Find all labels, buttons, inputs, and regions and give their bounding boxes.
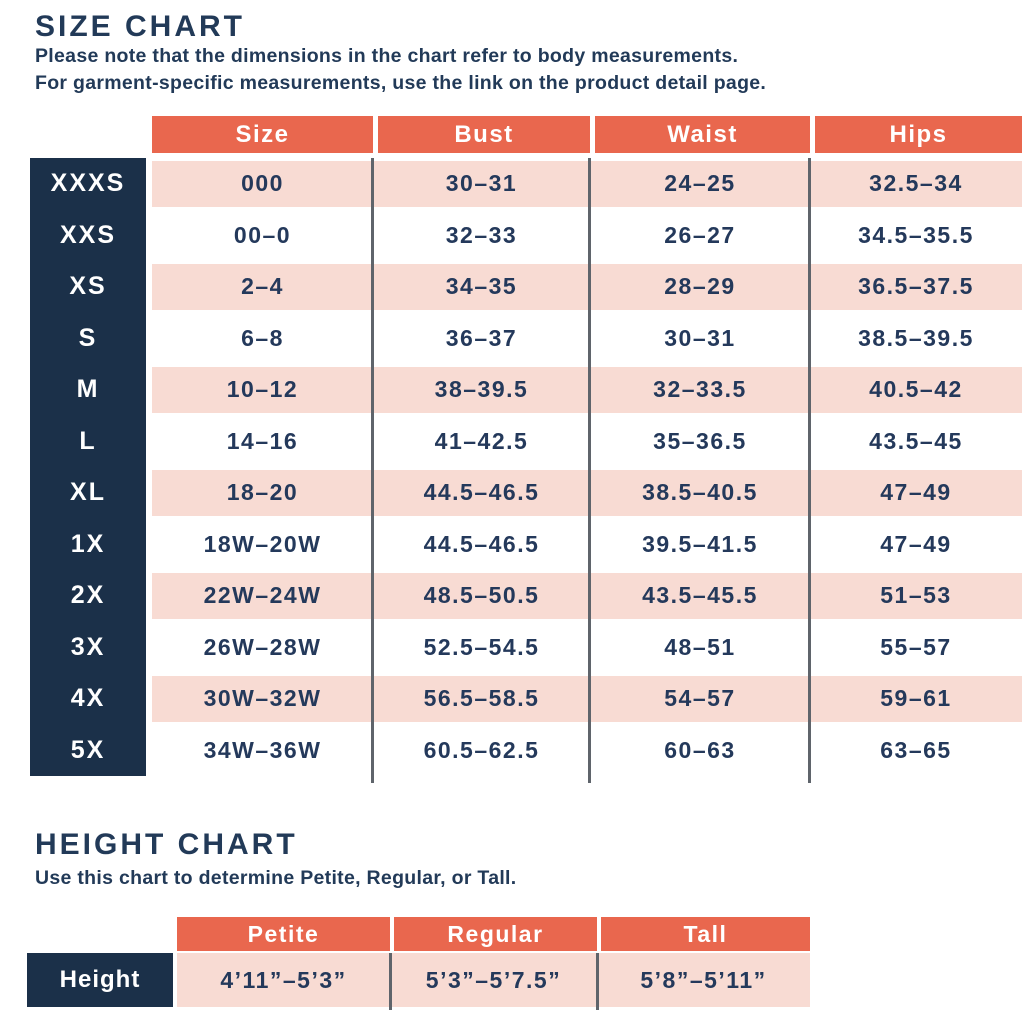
column-header-regular: Regular <box>390 917 597 951</box>
column-header-waist: Waist <box>590 116 810 153</box>
bust-cell: 52.5–54.5 <box>423 633 540 660</box>
size-chart-note: Please note that the dimensions in the c… <box>35 43 766 97</box>
row-label-5x: 5X <box>30 724 146 776</box>
row-label-m: M <box>30 364 146 416</box>
waist-cell: 24–25 <box>590 158 810 210</box>
hips-cell: 47–49 <box>810 467 1022 519</box>
row-label-3x: 3X <box>30 621 146 673</box>
height-petite-cell: 4’11”–5’3” <box>177 953 390 1007</box>
hips-cell: 43.5–45 <box>869 427 963 454</box>
size-cell: 34W–36W <box>203 736 322 763</box>
bust-cell: 38–39.5 <box>373 364 590 416</box>
hips-cell: 47–49 <box>880 530 952 557</box>
waist-cell: 43.5–45.5 <box>590 570 810 622</box>
height-regular-cell: 5’3”–5’7.5” <box>390 953 597 1007</box>
hips-cell: 38.5–39.5 <box>858 324 974 351</box>
column-divider <box>596 953 599 1010</box>
size-cell: 30W–32W <box>152 673 373 725</box>
height-chart-title: HEIGHT CHART <box>35 828 298 861</box>
waist-cell: 32–33.5 <box>590 364 810 416</box>
column-header-petite: Petite <box>177 917 390 951</box>
row-label-height: Height <box>27 953 173 1007</box>
hips-cell: 59–61 <box>810 673 1022 725</box>
waist-cell: 35–36.5 <box>653 427 747 454</box>
size-chart-note-line-2: For garment-specific measurements, use t… <box>35 72 767 94</box>
column-header-tall: Tall <box>597 917 810 951</box>
bust-cell: 32–33 <box>445 221 518 248</box>
row-label-l: L <box>30 415 146 467</box>
waist-cell: 26–27 <box>664 221 736 248</box>
bust-cell: 56.5–58.5 <box>373 673 590 725</box>
size-cell: 2–4 <box>152 261 373 313</box>
column-divider <box>389 953 392 1010</box>
hips-cell: 51–53 <box>810 570 1022 622</box>
bust-cell: 44.5–46.5 <box>423 530 540 557</box>
waist-cell: 54–57 <box>590 673 810 725</box>
size-cell: 000 <box>152 158 373 210</box>
bust-cell: 36–37 <box>445 324 518 351</box>
size-chart-note-line-1: Please note that the dimensions in the c… <box>35 45 739 67</box>
size-cell: 26W–28W <box>203 633 322 660</box>
waist-cell: 28–29 <box>590 261 810 313</box>
bust-cell: 41–42.5 <box>434 427 529 454</box>
waist-cell: 60–63 <box>664 736 736 763</box>
size-cell: 18–20 <box>152 467 373 519</box>
row-label-xs: XS <box>30 261 146 313</box>
column-header-bust: Bust <box>373 116 590 153</box>
hips-cell: 63–65 <box>880 736 952 763</box>
hips-cell: 55–57 <box>880 633 952 660</box>
size-cell: 00–0 <box>233 221 292 248</box>
height-table: Petite Regular Tall Height 4’11”–5’3” 5’… <box>27 917 810 1010</box>
size-chart-title: SIZE CHART <box>35 10 245 43</box>
hips-cell: 40.5–42 <box>810 364 1022 416</box>
waist-cell: 48–51 <box>664 633 736 660</box>
size-table: Size Bust Waist Hips XXXS 000 30–31 24–2… <box>30 116 1022 783</box>
row-label-2x: 2X <box>30 570 146 622</box>
size-cell: 6–8 <box>241 324 284 351</box>
waist-cell: 39.5–41.5 <box>642 530 758 557</box>
height-chart-note: Use this chart to determine Petite, Regu… <box>35 867 517 889</box>
row-label-1x: 1X <box>30 518 146 570</box>
bust-cell: 34–35 <box>373 261 590 313</box>
bust-cell: 60.5–62.5 <box>423 736 540 763</box>
bust-cell: 48.5–50.5 <box>373 570 590 622</box>
column-header-size: Size <box>152 116 373 153</box>
bust-cell: 30–31 <box>373 158 590 210</box>
row-label-xl: XL <box>30 467 146 519</box>
column-divider <box>808 158 811 783</box>
hips-cell: 32.5–34 <box>810 158 1022 210</box>
height-tall-cell: 5’8”–5’11” <box>597 953 810 1007</box>
column-divider <box>588 158 591 783</box>
row-label-s: S <box>30 312 146 364</box>
column-header-hips: Hips <box>810 116 1022 153</box>
size-cell: 14–16 <box>226 427 299 454</box>
bust-cell: 44.5–46.5 <box>373 467 590 519</box>
hips-cell: 36.5–37.5 <box>810 261 1022 313</box>
size-cell: 22W–24W <box>152 570 373 622</box>
size-cell: 10–12 <box>152 364 373 416</box>
row-label-4x: 4X <box>30 673 146 725</box>
hips-cell: 34.5–35.5 <box>858 221 974 248</box>
waist-cell: 30–31 <box>664 324 736 351</box>
row-label-xxxs: XXXS <box>30 158 146 210</box>
waist-cell: 38.5–40.5 <box>590 467 810 519</box>
column-divider <box>371 158 374 783</box>
size-cell: 18W–20W <box>203 530 322 557</box>
row-label-xxs: XXS <box>30 209 146 261</box>
